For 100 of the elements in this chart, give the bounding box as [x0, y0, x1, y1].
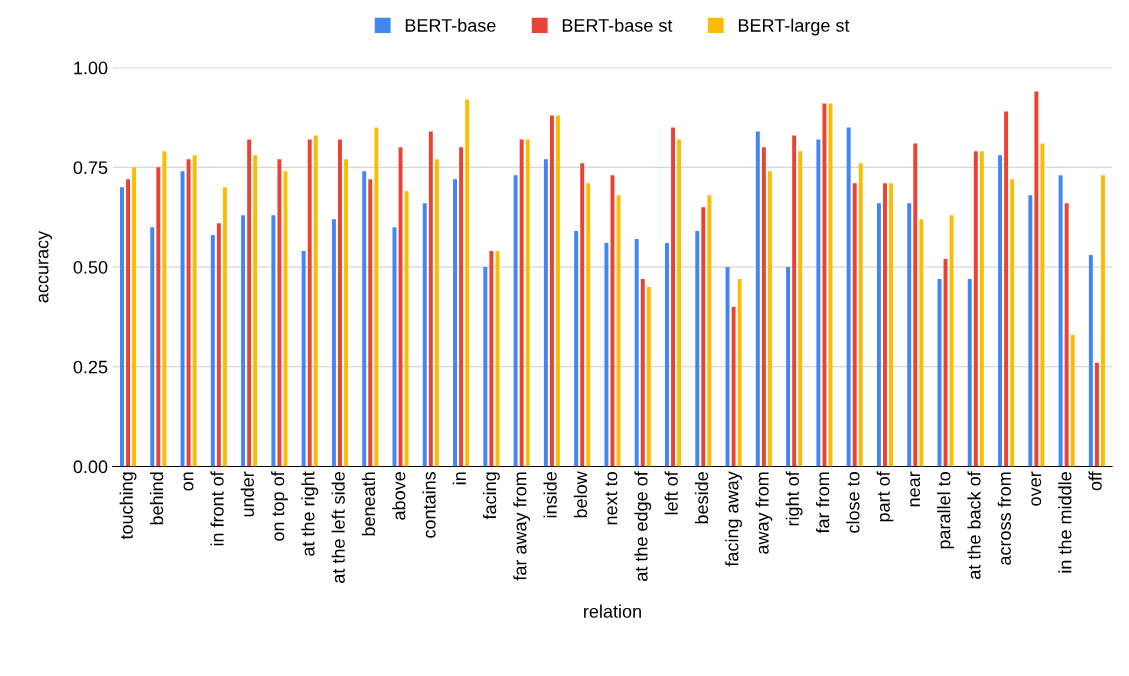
- bar: [1064, 203, 1069, 467]
- x-tick-label: facing away: [725, 471, 743, 567]
- bar: [998, 155, 1003, 467]
- bar: [1094, 362, 1099, 467]
- x-tick-label: at the back of: [967, 471, 981, 579]
- bar: [434, 159, 439, 467]
- x-tick-label: inside: [543, 472, 557, 518]
- bar: [126, 179, 131, 467]
- bar: [949, 215, 954, 467]
- bar: [979, 151, 984, 467]
- bar: [646, 286, 651, 467]
- bar: [883, 183, 887, 467]
- x-tick-label: under: [240, 471, 254, 517]
- bar: [495, 251, 500, 467]
- bar: [489, 251, 494, 467]
- bar: [150, 227, 155, 467]
- y-axis-title: accuracy: [38, 230, 53, 303]
- y-tick-label: 0.25: [73, 360, 108, 374]
- bar: [368, 179, 373, 467]
- x-tick-label: beneath: [361, 472, 376, 536]
- bar: [132, 167, 137, 467]
- bar: [483, 267, 488, 467]
- bar: [798, 151, 803, 467]
- bar: [556, 115, 560, 467]
- bar: [404, 191, 409, 467]
- bar: [362, 171, 367, 467]
- x-tick-label: in front of: [210, 471, 224, 546]
- bar: [846, 127, 851, 467]
- bar: [858, 163, 863, 467]
- bar: [253, 155, 258, 467]
- y-tick-label: 0.00: [73, 460, 108, 474]
- bar: [549, 115, 554, 467]
- bar: [913, 143, 918, 467]
- bar: [943, 259, 948, 467]
- x-tick-label: below: [573, 471, 588, 518]
- x-tick-label: far away from: [513, 472, 531, 581]
- x-tick-label: right of: [785, 471, 803, 526]
- x-tick-label: in: [452, 472, 466, 485]
- bar: [816, 139, 821, 467]
- x-tick-label: above: [392, 472, 406, 520]
- bar: [1004, 111, 1009, 467]
- bar: [180, 171, 185, 467]
- bar: [453, 179, 458, 467]
- bar: [574, 231, 579, 467]
- bar: [301, 251, 306, 467]
- bar: [731, 306, 736, 467]
- bar: [374, 127, 379, 467]
- bar: [422, 203, 427, 467]
- x-tick-label: facing: [482, 472, 500, 520]
- bar: [210, 235, 215, 467]
- y-tick-label: 0.75: [73, 161, 108, 175]
- bar: [459, 147, 464, 467]
- bar: [1010, 179, 1015, 467]
- legend-label: BERT-large st: [738, 18, 850, 36]
- bar: [1058, 175, 1063, 467]
- bar: [919, 219, 924, 467]
- bar: [707, 195, 712, 467]
- bar: [465, 99, 470, 467]
- bar: [543, 159, 548, 467]
- x-axis-title: relation: [584, 604, 641, 618]
- x-tick-label: near: [910, 471, 921, 507]
- bar: [792, 135, 797, 467]
- legend-label: BERT-base st: [562, 18, 673, 32]
- bar: [1101, 175, 1105, 467]
- x-tick-label: next to: [605, 472, 618, 525]
- bar: [1070, 334, 1075, 467]
- bar: [186, 159, 191, 467]
- bar: [725, 267, 730, 467]
- bar: [519, 139, 524, 467]
- x-tick-label: left of: [664, 471, 678, 515]
- bar: [767, 171, 772, 467]
- x-tick-label: parallel to: [937, 472, 954, 549]
- bar: [634, 239, 639, 467]
- bar: [586, 183, 591, 467]
- bar: [889, 183, 894, 467]
- bar: [192, 155, 197, 467]
- bar: [1088, 255, 1093, 467]
- bar: [671, 127, 676, 467]
- bar: [271, 215, 276, 467]
- bar: [616, 195, 621, 467]
- bar: [156, 167, 161, 467]
- x-tick-label: at the left side: [331, 472, 345, 583]
- x-tick-label: across from: [997, 472, 1011, 565]
- y-tick-label: 0.50: [73, 260, 108, 274]
- bar: [786, 267, 791, 467]
- bar: [344, 159, 349, 467]
- x-tick-label: at the edge of: [634, 471, 652, 581]
- x-tick-label: on: [183, 472, 194, 491]
- bar: [967, 278, 972, 467]
- bar: [307, 139, 312, 467]
- x-tick-label: off: [1088, 471, 1102, 491]
- bar: [876, 203, 881, 467]
- x-tick-label: behind: [149, 472, 164, 525]
- bar: [247, 139, 252, 467]
- bar: [755, 131, 760, 467]
- bar: [907, 203, 912, 467]
- bar: [525, 139, 530, 467]
- bar: [640, 278, 645, 467]
- bar: [973, 151, 978, 467]
- bar: [241, 215, 246, 467]
